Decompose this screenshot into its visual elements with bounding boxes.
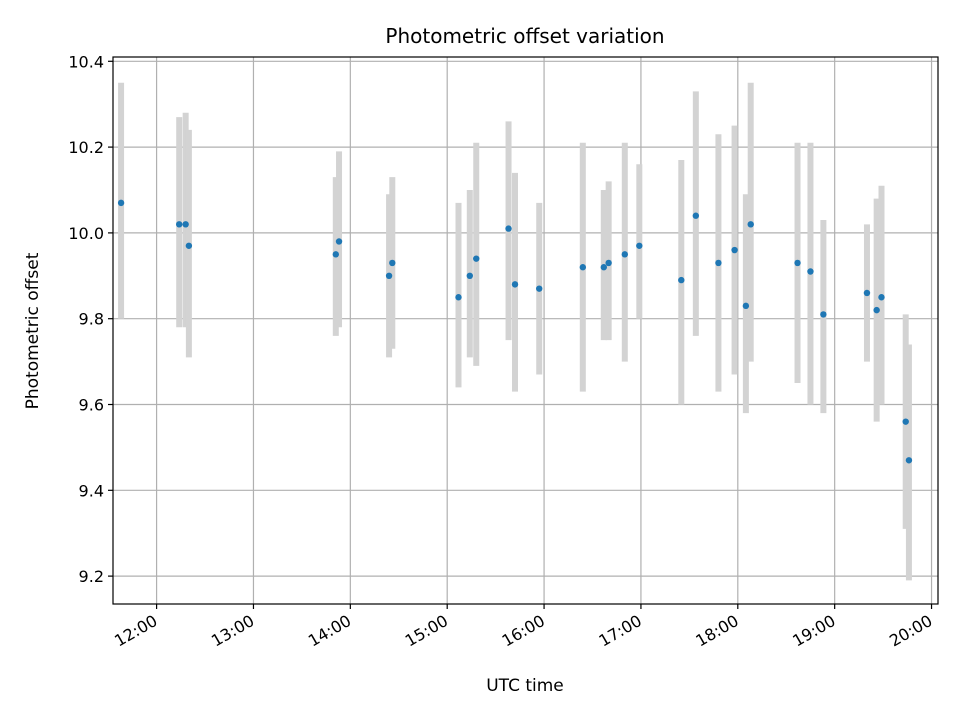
- data-point: [621, 251, 628, 258]
- data-point: [117, 199, 125, 207]
- data-point: [335, 238, 343, 245]
- data-point: [636, 242, 643, 249]
- data-point: [742, 302, 750, 310]
- data-point: [820, 311, 827, 318]
- plot-frame: [112, 56, 939, 605]
- data-points: [117, 199, 913, 464]
- y-tick-label: 9.2: [79, 567, 104, 586]
- data-point: [715, 259, 722, 267]
- y-tick-label: 10.2: [68, 138, 104, 157]
- data-point: [332, 251, 339, 258]
- data-point: [902, 418, 909, 425]
- data-point: [473, 255, 480, 262]
- y-tick-label: 9.4: [79, 481, 104, 500]
- data-point: [385, 272, 393, 279]
- y-tick-label: 10.4: [68, 52, 104, 71]
- data-point: [600, 264, 608, 271]
- y-tick-label: 9.6: [79, 396, 104, 415]
- data-point: [466, 272, 474, 279]
- chart-title: Photometric offset variation: [385, 24, 664, 48]
- y-axis-label: Photometric offset: [23, 252, 43, 409]
- y-tick-label: 9.8: [79, 310, 104, 329]
- data-point: [536, 285, 543, 292]
- data-point: [794, 259, 801, 267]
- y-tick-label: 10.0: [68, 224, 104, 243]
- data-point: [505, 225, 512, 232]
- data-point: [605, 259, 612, 267]
- data-point: [455, 294, 462, 301]
- data-point: [511, 281, 519, 288]
- data-point: [878, 294, 885, 301]
- data-point: [389, 259, 396, 267]
- data-point: [731, 246, 738, 254]
- data-point: [692, 212, 700, 219]
- data-point: [175, 221, 183, 228]
- data-point: [863, 289, 871, 297]
- data-point: [905, 457, 913, 464]
- data-point: [182, 221, 189, 228]
- data-point: [747, 221, 754, 228]
- x-axis-label: UTC time: [486, 676, 564, 696]
- data-point: [678, 276, 685, 284]
- data-point: [807, 268, 814, 275]
- data-point: [185, 242, 193, 249]
- data-point: [579, 264, 587, 271]
- y-axis-ticks: 9.2 9.4 9.6 9.8 10.0 10.2 10.4: [68, 52, 113, 586]
- data-point: [873, 306, 880, 314]
